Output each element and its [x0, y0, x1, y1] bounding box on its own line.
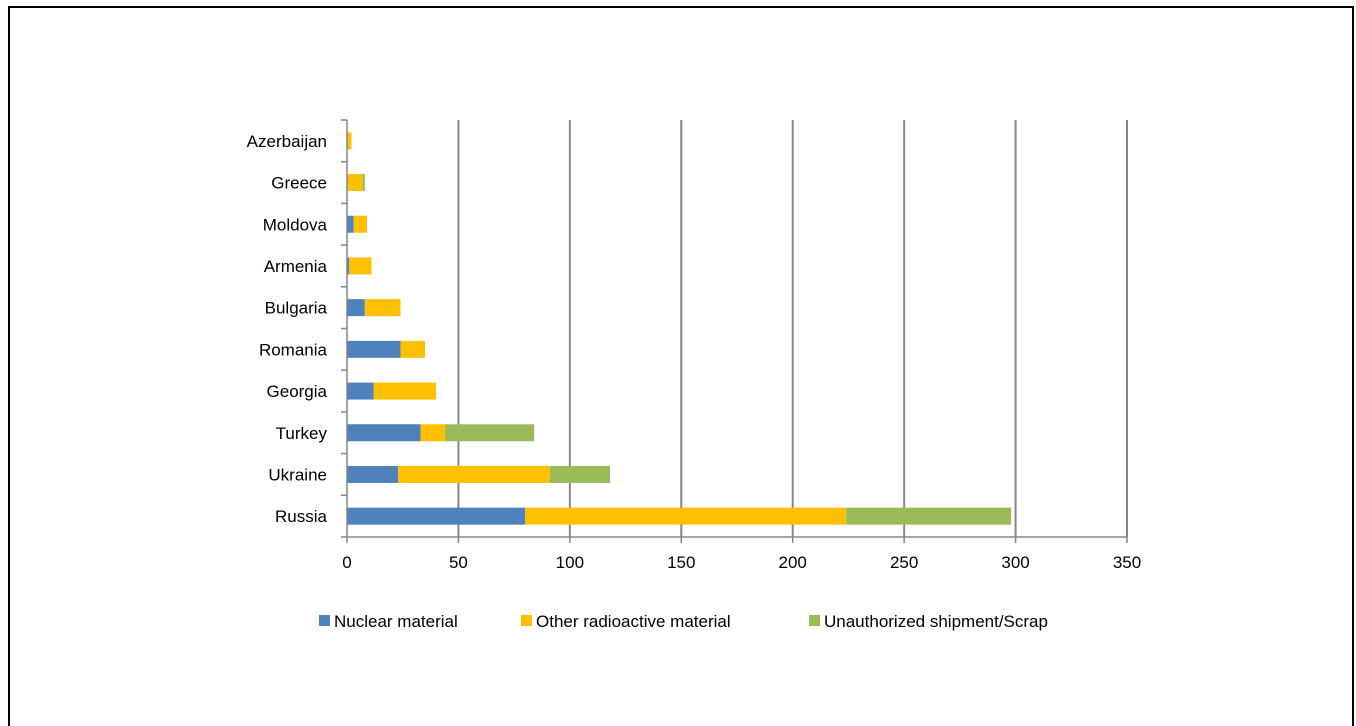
bar-segment	[347, 340, 401, 358]
category-labels: Russia Ukraine Turkey Georgia Romania Bulgari…	[247, 132, 328, 526]
bar-segment	[373, 382, 437, 400]
legend-swatch	[521, 615, 532, 626]
bar-segment	[347, 132, 352, 150]
x-tick-label: 150	[667, 553, 695, 572]
category-label: Georgia	[267, 382, 328, 401]
category-label: Armenia	[264, 257, 328, 276]
bar-segment	[347, 382, 374, 400]
bar-segment	[549, 465, 610, 483]
axes	[341, 119, 1128, 543]
bar-segment	[353, 215, 368, 233]
category-label: Moldova	[263, 215, 328, 234]
legend-swatch	[809, 615, 820, 626]
legend-label: Unauthorized shipment/Scrap	[824, 612, 1048, 631]
bar-segment	[347, 507, 526, 525]
bar-segment	[525, 507, 847, 525]
legend-swatch	[319, 615, 330, 626]
legend: Nuclear material Other radioactive materi…	[319, 612, 1048, 631]
legend-label: Other radioactive material	[536, 612, 731, 631]
bar-segment	[364, 299, 401, 317]
x-tick-label: 200	[779, 553, 807, 572]
category-label: Greece	[271, 174, 327, 193]
gridlines	[457, 120, 1128, 537]
bar-segment	[347, 257, 350, 275]
legend-label: Nuclear material	[334, 612, 458, 631]
category-label: Russia	[275, 507, 328, 526]
category-label: Romania	[259, 340, 328, 359]
bar-segment	[398, 465, 550, 483]
bar-segment	[349, 257, 372, 275]
category-label: Azerbaijan	[247, 132, 327, 151]
category-label: Bulgaria	[265, 299, 328, 318]
chart-frame	[8, 6, 1354, 726]
bar-segment	[445, 424, 535, 442]
bar-segment	[362, 174, 365, 192]
bars	[347, 132, 1012, 525]
bar-segment	[347, 424, 421, 442]
bar-segment	[347, 174, 363, 192]
bar-segment	[347, 215, 354, 233]
bar-segment	[400, 340, 425, 358]
x-tick-label: 350	[1113, 553, 1141, 572]
bar-segment	[846, 507, 1012, 525]
x-tick-label: 100	[556, 553, 584, 572]
bar-segment	[420, 424, 446, 442]
x-tick-label: 50	[449, 553, 468, 572]
x-tick-labels: 0 50 100 150 200 250 300 350	[342, 553, 1141, 572]
category-label: Ukraine	[268, 465, 327, 484]
x-tick-label: 250	[890, 553, 918, 572]
x-tick-label: 300	[1001, 553, 1029, 572]
bar-segment	[347, 465, 399, 483]
x-tick-label: 0	[342, 553, 351, 572]
bar-segment	[347, 299, 365, 317]
category-label: Turkey	[276, 424, 328, 443]
